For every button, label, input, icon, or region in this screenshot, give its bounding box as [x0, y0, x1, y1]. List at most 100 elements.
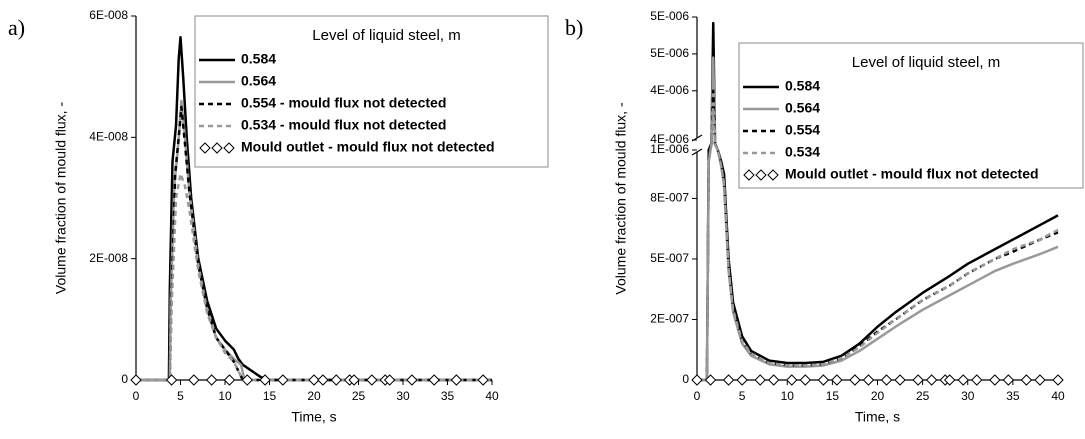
marker [722, 374, 735, 386]
line [136, 99, 492, 382]
marker [428, 374, 440, 386]
marker [894, 374, 906, 386]
x-tick-label: 40 [1051, 389, 1065, 403]
marker [957, 374, 969, 386]
x-tick-label: 0 [133, 389, 140, 403]
x-axis-label: Time, s [291, 409, 336, 425]
marker [1034, 374, 1046, 386]
x-tick-label: 35 [441, 389, 455, 403]
legend-title: Level of liquid steel, m [312, 27, 460, 44]
legend-label: Mould outlet - mould flux not detected [241, 139, 495, 155]
legend-symbol [767, 169, 779, 181]
marker [366, 374, 378, 386]
y-tick-label: 0 [121, 372, 128, 386]
marker [330, 374, 342, 386]
y-tick-label: 0 [682, 372, 689, 386]
marker [862, 374, 875, 386]
marker [704, 374, 717, 386]
x-tick-label: 15 [263, 389, 277, 403]
y-axis-label: Volume fraction of mould flux, - [613, 102, 629, 295]
marker [1002, 374, 1015, 386]
line [697, 108, 1059, 382]
marker [383, 374, 396, 386]
legend-label: 0.564 [785, 100, 820, 116]
marker [925, 374, 938, 386]
x-tick-label: 20 [307, 389, 321, 403]
marker [971, 374, 983, 386]
marker [799, 374, 812, 386]
marker [223, 374, 236, 386]
marker [277, 374, 289, 386]
marker [1020, 374, 1033, 386]
panel-label: b) [565, 15, 583, 40]
y-tick-label: 4E-006 [650, 83, 689, 97]
x-tick-label: 25 [352, 389, 366, 403]
x-tick-label: 30 [961, 389, 975, 403]
y-tick-label: 4E-008 [89, 130, 128, 144]
legend-label: 0.564 [241, 73, 276, 89]
x-tick-label: 5 [739, 389, 746, 403]
x-tick-label: 10 [218, 389, 232, 403]
marker [317, 374, 329, 386]
legend-box [194, 15, 549, 168]
x-tick-label: 5 [177, 389, 184, 403]
axis-break [691, 148, 703, 156]
marker [205, 374, 218, 386]
x-tick-label: 0 [694, 389, 701, 403]
x-axis-label: Time, s [855, 409, 900, 425]
legend-label: 0.534 [785, 144, 820, 160]
marker [259, 374, 271, 386]
legend-symbol [199, 142, 211, 154]
y-tick-label: 8E-007 [650, 191, 689, 205]
marker [308, 374, 320, 386]
marker [880, 374, 893, 386]
x-tick-label: 20 [871, 389, 885, 403]
y-tick-label: 2E-007 [650, 312, 689, 326]
marker [188, 374, 200, 386]
marker [736, 374, 748, 386]
legend-symbol [211, 142, 223, 154]
legend-label: 0.554 [785, 122, 820, 138]
marker [831, 374, 843, 386]
x-tick-label: 15 [826, 389, 840, 403]
panel-label: a) [8, 15, 25, 40]
marker [691, 374, 703, 386]
legend-symbol [223, 142, 235, 154]
y-tick-label: 5E-006 [650, 46, 689, 60]
marker [768, 374, 780, 386]
y-axis-label: Volume fraction of mould flux, - [53, 102, 69, 295]
legend-label: 0.534 - mould flux not detected [241, 117, 446, 133]
y-tick-label: 4E-006 [650, 132, 689, 146]
y-tick-label: 1E-006 [650, 142, 689, 156]
marker [989, 374, 1001, 386]
marker [406, 374, 418, 386]
legend-label: 0.584 [785, 78, 820, 94]
x-tick-label: 35 [1006, 389, 1020, 403]
x-tick-label: 25 [916, 389, 930, 403]
legend-label: 0.584 [241, 51, 276, 67]
line [136, 172, 492, 382]
legend-label: 0.554 - mould flux not detected [241, 95, 446, 111]
legend-box [738, 42, 1084, 189]
marker [477, 374, 489, 386]
marker [786, 374, 798, 386]
marker [348, 374, 360, 386]
legend-symbol [743, 169, 755, 181]
marker [943, 374, 956, 386]
y-tick-label: 5E-007 [650, 251, 689, 265]
marker [450, 374, 463, 386]
marker [849, 374, 861, 386]
marker [241, 374, 253, 386]
marker [912, 374, 924, 386]
x-tick-label: 30 [396, 389, 410, 403]
y-tick-label: 2E-008 [89, 251, 128, 265]
y-tick-label: 6E-008 [89, 8, 128, 22]
marker [754, 374, 766, 386]
legend-label: Mould outlet - mould flux not detected [785, 166, 1039, 182]
legend-symbol [755, 169, 767, 181]
x-tick-label: 10 [781, 389, 795, 403]
marker [130, 374, 142, 386]
marker [1052, 374, 1064, 386]
legend-title: Level of liquid steel, m [852, 54, 1000, 71]
